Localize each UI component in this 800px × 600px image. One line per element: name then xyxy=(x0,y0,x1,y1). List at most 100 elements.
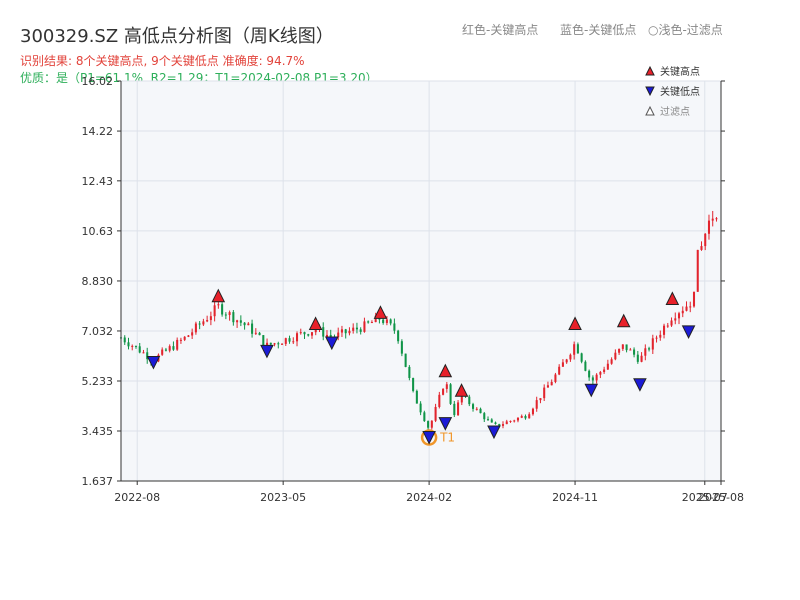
candle-body xyxy=(370,322,373,324)
candle-body xyxy=(138,346,141,353)
candle-body xyxy=(228,312,231,316)
candle-body xyxy=(434,406,437,421)
candle-body xyxy=(281,343,284,345)
chart-title: 300329.SZ 高低点分析图（周K线图） xyxy=(20,26,334,47)
key-high-marker xyxy=(373,305,388,319)
candle-body xyxy=(528,414,531,419)
candle-body xyxy=(303,332,306,335)
candle-body xyxy=(176,339,179,350)
candle-body xyxy=(704,233,707,247)
candle-body xyxy=(284,338,287,344)
key-high-marker xyxy=(568,316,582,331)
legend-filtered-icon xyxy=(645,105,655,116)
candle-body xyxy=(501,424,505,426)
key-low-marker xyxy=(633,378,647,392)
candle-body xyxy=(164,349,167,351)
candle-body xyxy=(277,343,280,345)
candle-body xyxy=(479,408,482,414)
candle-body xyxy=(202,321,205,325)
candle-body xyxy=(363,321,366,332)
key-low-marker xyxy=(584,383,599,398)
candle-body xyxy=(535,400,538,409)
candle-body xyxy=(423,412,426,422)
y-tick-label: 7.032 xyxy=(82,325,114,338)
candle-body xyxy=(224,314,227,316)
candle-body xyxy=(457,402,460,416)
key-low-marker xyxy=(487,425,501,440)
candle-body xyxy=(629,349,632,351)
candle-body xyxy=(322,327,325,337)
legend-blue-text: 蓝色-关键低点 xyxy=(560,23,637,37)
candle-body xyxy=(610,359,613,364)
candle-body xyxy=(561,362,564,367)
candle-body xyxy=(663,325,666,335)
candle-body xyxy=(565,359,568,363)
candle-body xyxy=(314,329,317,333)
candle-body xyxy=(232,312,235,323)
y-tick-label: 12.43 xyxy=(82,175,114,188)
candle-body xyxy=(584,361,587,371)
key-high-marker xyxy=(211,288,226,303)
candle-body xyxy=(614,352,617,360)
candle-body xyxy=(599,372,602,375)
candle-body xyxy=(385,319,388,323)
candle-body xyxy=(183,336,186,340)
key-high-marker xyxy=(616,313,631,328)
candle-body xyxy=(292,341,295,343)
candle-body xyxy=(677,313,681,319)
candle-body xyxy=(711,218,714,221)
candle-body xyxy=(445,384,448,389)
candle-body xyxy=(269,342,272,345)
x-tick-label: 2023-05 xyxy=(260,491,306,504)
candle-body xyxy=(494,422,497,424)
candle-body xyxy=(486,419,490,421)
candle-body xyxy=(236,320,239,323)
candle-body xyxy=(127,342,130,347)
candle-body xyxy=(254,332,257,334)
candle-body xyxy=(689,306,692,308)
candle-body xyxy=(606,363,609,370)
candle-body xyxy=(161,349,164,355)
candle-body xyxy=(546,385,549,388)
candle-body xyxy=(681,310,684,314)
x-tick-label: 2022-08 xyxy=(114,491,160,504)
candle-body xyxy=(707,220,711,234)
y-tick-label: 16.02 xyxy=(82,75,114,88)
key-low-marker xyxy=(681,325,696,339)
legend-low-label: 关键低点 xyxy=(660,85,700,98)
legend-high-label: 关键高点 xyxy=(660,65,700,78)
candle-body xyxy=(427,421,430,428)
candle-body xyxy=(490,419,493,423)
candle-body xyxy=(472,404,475,409)
candle-body xyxy=(404,353,407,367)
candle-body xyxy=(340,329,343,333)
candle-body xyxy=(344,329,347,334)
candle-body xyxy=(633,349,636,355)
candle-body xyxy=(337,332,340,338)
candle-body xyxy=(134,345,138,347)
legend-low-icon xyxy=(645,86,655,97)
y-tick-label: 10.63 xyxy=(82,225,114,238)
candle-body xyxy=(415,390,418,404)
candle-body xyxy=(209,316,212,321)
candle-body xyxy=(651,338,654,350)
candle-body xyxy=(595,374,598,381)
t1-label: T1 xyxy=(439,431,455,445)
candle-body xyxy=(217,304,220,306)
candle-body xyxy=(543,387,546,399)
key-low-marker xyxy=(260,344,274,359)
candle-body xyxy=(685,306,688,311)
legend-high-icon xyxy=(645,65,655,76)
candle-body xyxy=(576,344,579,354)
candle-body xyxy=(221,304,224,315)
candle-body xyxy=(266,342,269,346)
candle-body xyxy=(146,352,149,360)
candle-body xyxy=(442,388,445,395)
candle-body xyxy=(352,327,355,331)
candle-body xyxy=(715,218,718,220)
result-line: 识别结果: 8个关键高点, 9个关键低点 准确度: 94.7% xyxy=(20,54,305,68)
candle-body xyxy=(453,403,456,416)
candle-body xyxy=(674,318,677,321)
candle-body xyxy=(397,330,400,342)
